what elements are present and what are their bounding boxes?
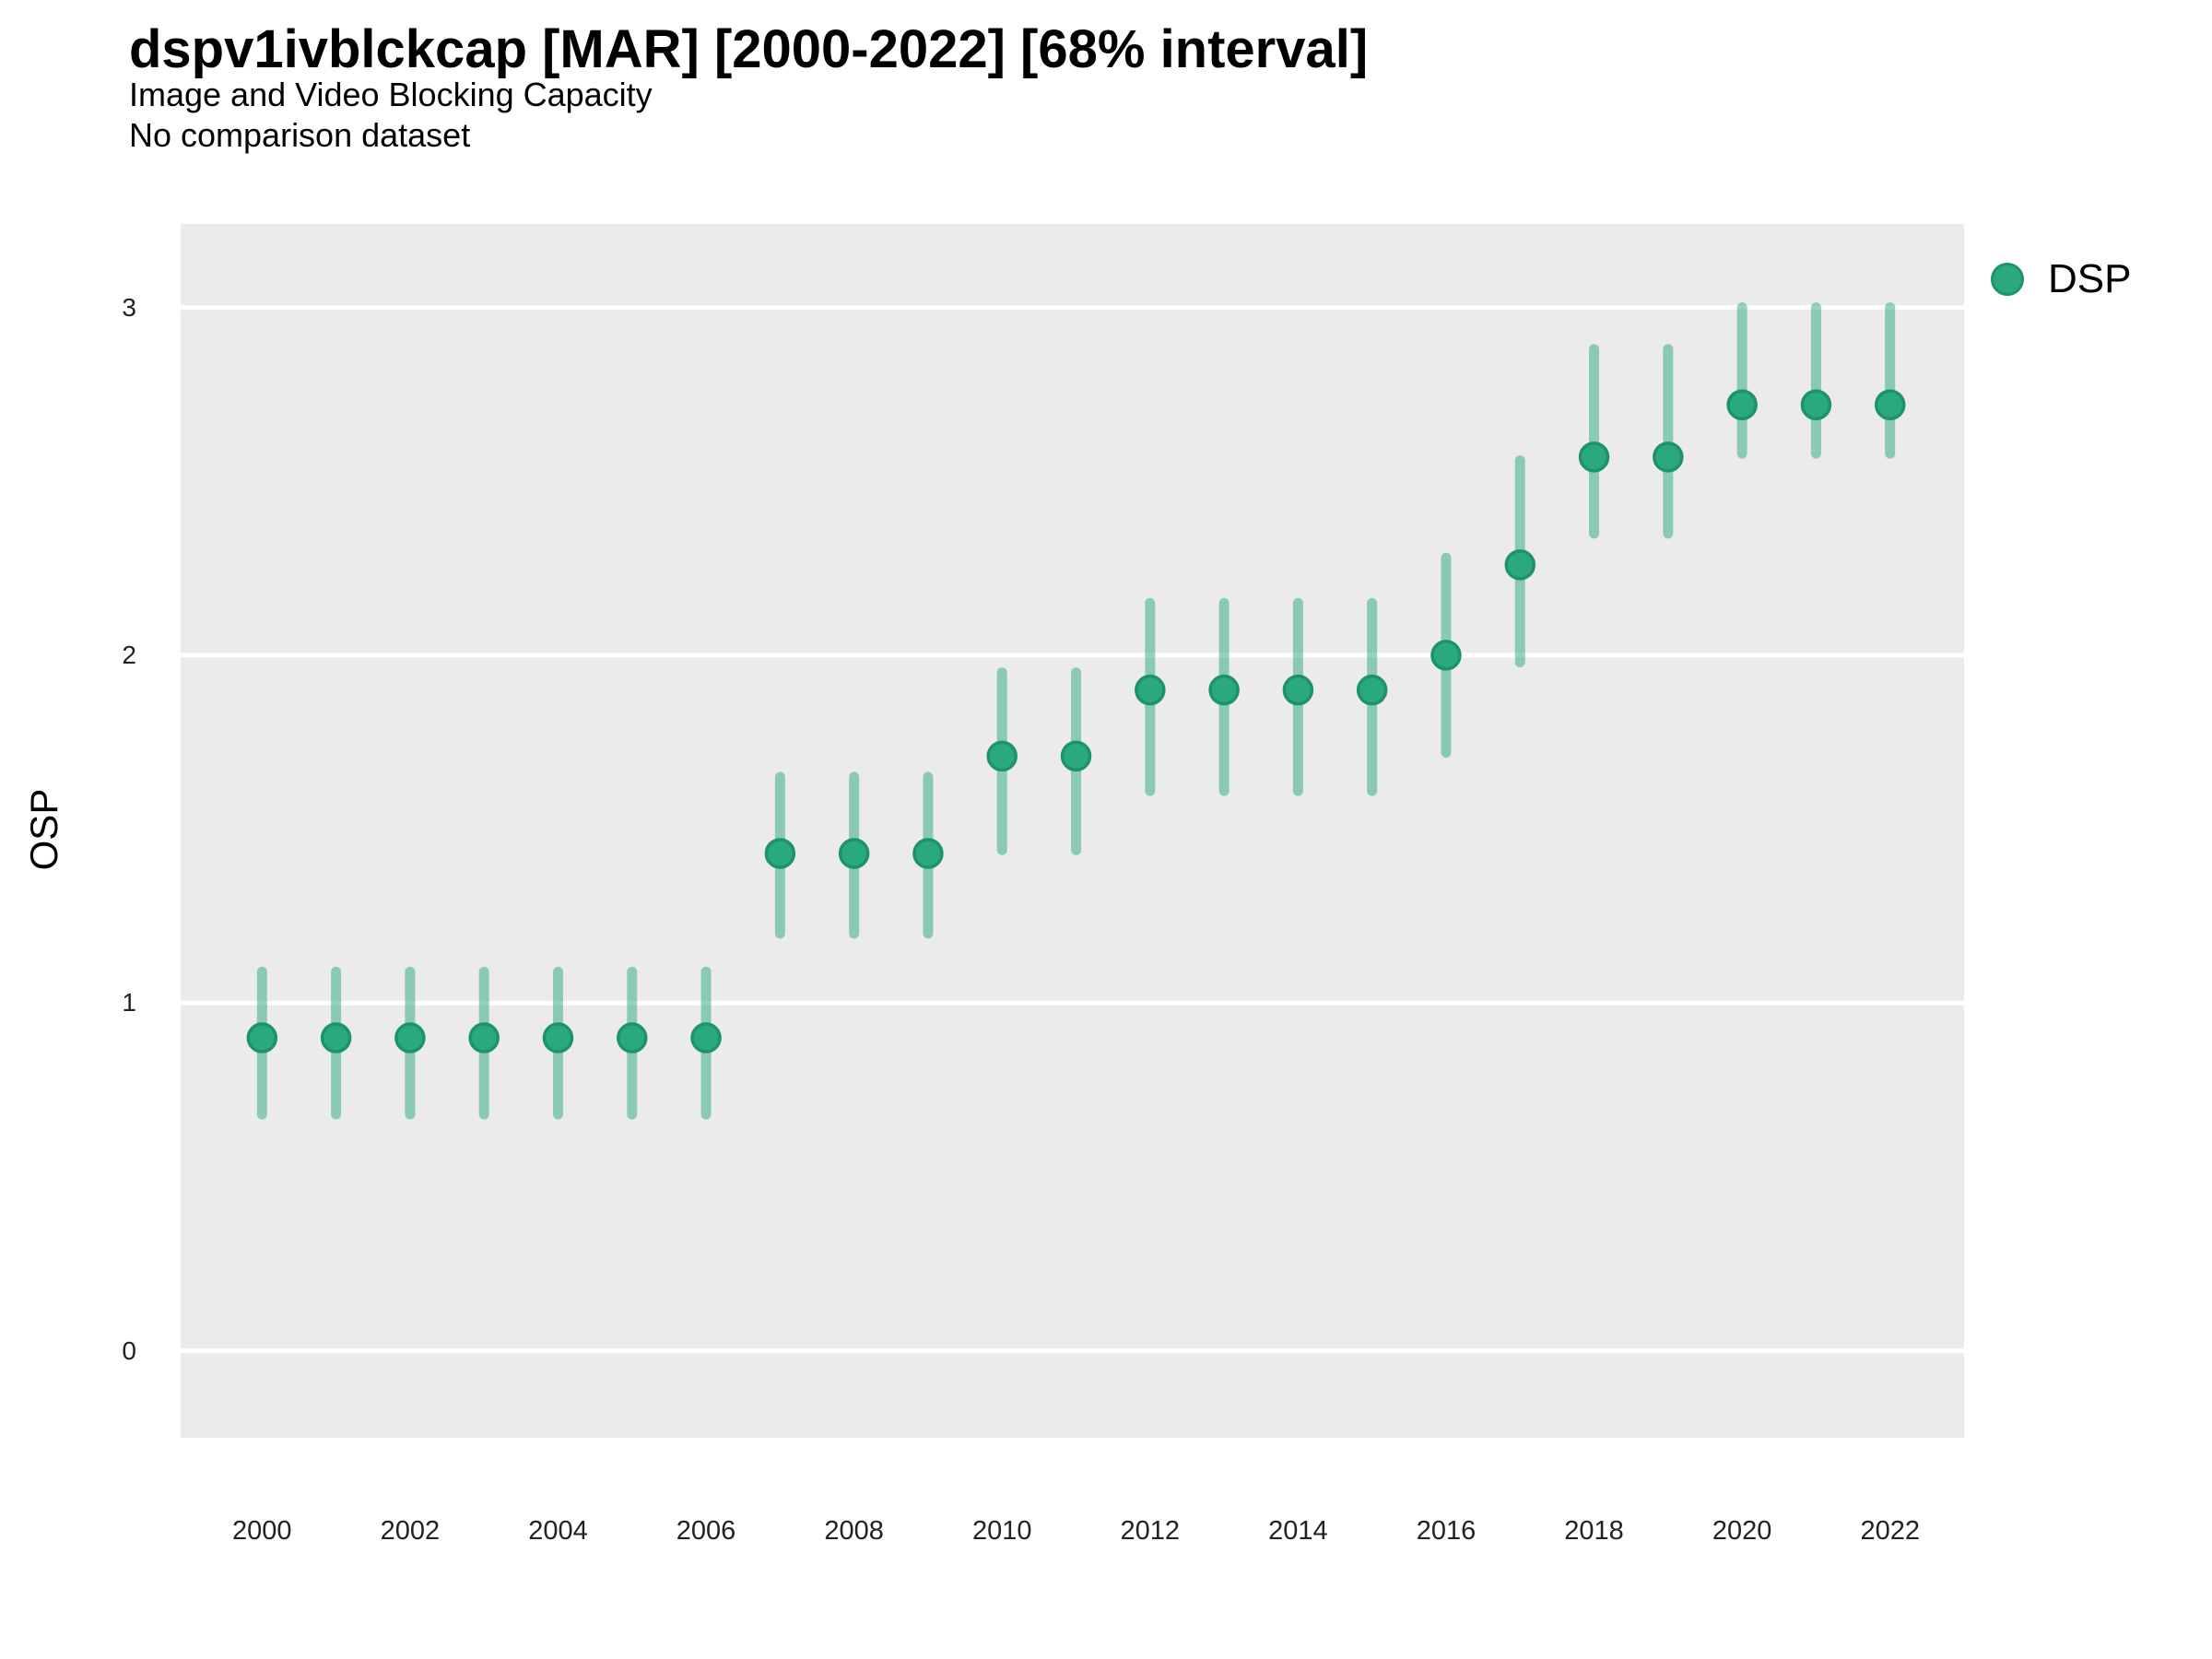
legend-marker-icon [1991, 263, 2024, 296]
x-tick-label-2018: 2018 [1564, 1516, 1624, 1546]
x-tick-label-2014: 2014 [1268, 1516, 1328, 1546]
data-point-2015 [1356, 674, 1388, 706]
data-point-2018 [1578, 441, 1610, 473]
data-point-2009 [912, 838, 944, 869]
x-tick-label-2022: 2022 [1860, 1516, 1920, 1546]
data-point-2008 [838, 838, 870, 869]
data-point-2020 [1726, 389, 1758, 420]
data-point-2017 [1504, 549, 1536, 581]
pointrange-plot [181, 302, 1964, 1354]
y-tick-label-3: 3 [122, 292, 136, 322]
x-tick-label-2004: 2004 [528, 1516, 588, 1546]
x-tick-label-2016: 2016 [1416, 1516, 1477, 1546]
x-tick-label-2010: 2010 [971, 1516, 1032, 1546]
x-tick-label-2020: 2020 [1712, 1516, 1772, 1546]
data-point-2010 [986, 740, 1018, 772]
data-point-2004 [542, 1022, 574, 1053]
data-point-2011 [1060, 740, 1092, 772]
data-point-2012 [1135, 674, 1166, 706]
chart-subtitle: Image and Video Blocking Capacity [129, 76, 653, 113]
x-tick-label-2008: 2008 [824, 1516, 884, 1546]
data-point-2022 [1874, 389, 1906, 420]
x-tick-label-2006: 2006 [676, 1516, 736, 1546]
data-point-2005 [617, 1022, 648, 1053]
x-tick-label-2002: 2002 [380, 1516, 441, 1546]
y-tick-label-1: 1 [122, 988, 136, 1018]
data-point-2019 [1653, 441, 1684, 473]
legend: DSP [1991, 256, 2131, 302]
data-point-2016 [1430, 640, 1462, 671]
plot-panel [181, 224, 1964, 1438]
data-point-2014 [1282, 674, 1314, 706]
y-tick-label-0: 0 [122, 1335, 136, 1365]
chart-title: dspv1ivblckcap [MAR] [2000-2022] [68% in… [129, 19, 1369, 79]
chart-note: No comparison dataset [129, 116, 471, 154]
x-tick-label-2000: 2000 [232, 1516, 292, 1546]
data-point-2013 [1208, 674, 1240, 706]
data-point-2000 [246, 1022, 278, 1053]
data-point-2006 [690, 1022, 722, 1053]
y-tick-label-2: 2 [122, 640, 136, 669]
data-point-2003 [468, 1022, 500, 1053]
data-point-2021 [1800, 389, 1832, 420]
data-point-2007 [764, 838, 796, 869]
data-point-2001 [320, 1022, 352, 1053]
data-point-2002 [394, 1022, 426, 1053]
legend-label: DSP [2048, 256, 2132, 301]
x-tick-label-2012: 2012 [1120, 1516, 1181, 1546]
